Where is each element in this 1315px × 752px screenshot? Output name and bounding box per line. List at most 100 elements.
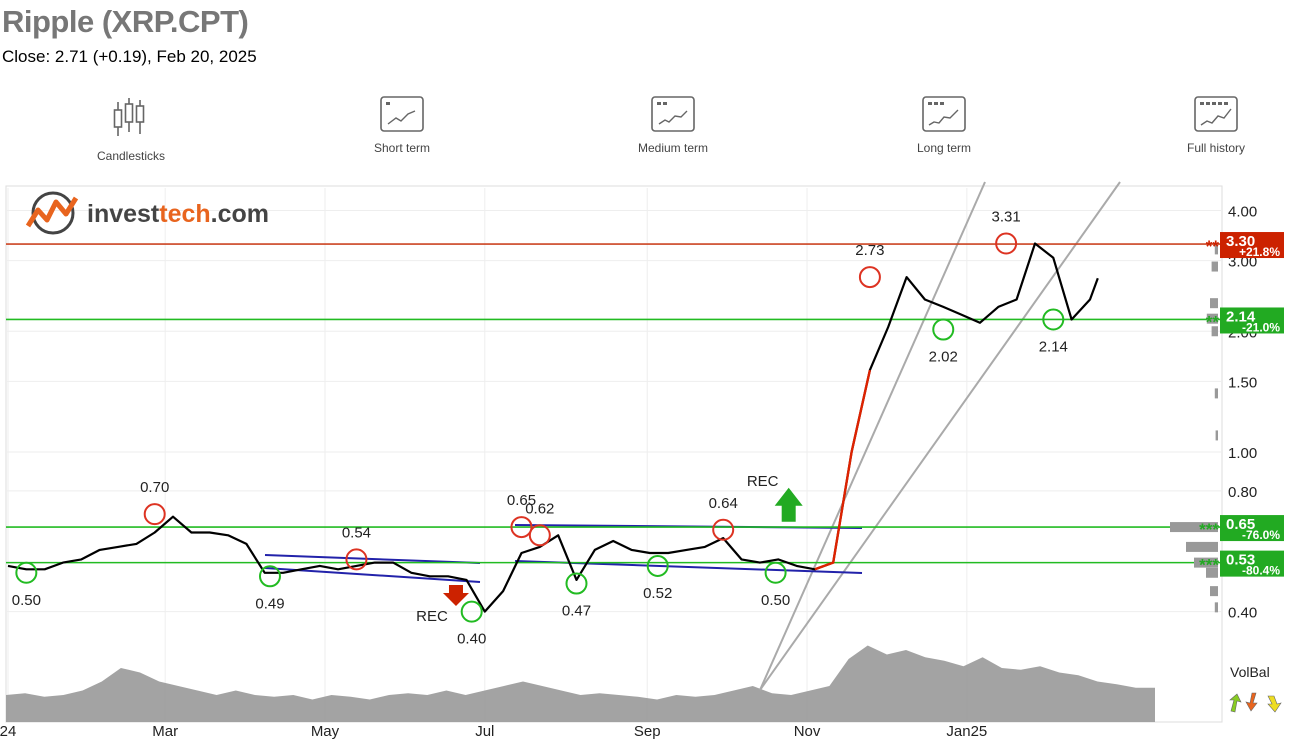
volume-fill [6, 645, 1155, 722]
full-history-button[interactable]: Full history [1146, 96, 1286, 155]
medium-term-chart-icon [651, 96, 695, 132]
buy-signal-arrow-icon [774, 487, 803, 522]
level-tag [1220, 307, 1284, 334]
sell-signal-label: REC [416, 608, 448, 625]
short-term-label: Short term [373, 141, 430, 155]
volume-profile-bar [1170, 522, 1218, 533]
volume-area [6, 645, 1155, 722]
high-low-markers: 0.70 0.54 0.650.62 0.64 2.73 3.31 0.50 0.49 0.40… [12, 209, 1068, 648]
high-label: 0.62 [525, 500, 554, 517]
high-marker [995, 232, 1018, 255]
price-rally-segment [814, 369, 872, 571]
x-tick-label: 24 [0, 723, 16, 740]
level-tag [1220, 515, 1284, 542]
high-label: 0.54 [342, 524, 371, 541]
grid-lines [6, 188, 1222, 720]
volume-profile-bar [1214, 244, 1218, 255]
level-stars: ** [1206, 237, 1220, 256]
volume-profile-bar [1186, 541, 1218, 552]
level-pct-label: +21.8% [1239, 245, 1280, 259]
volume-profile-bar [1210, 298, 1218, 309]
volbal-arrow-icons [1229, 692, 1282, 713]
high-marker [345, 548, 368, 571]
high-marker [528, 524, 551, 547]
level-value-label: 3.30 [1226, 233, 1255, 250]
y-tick-label: 4.00 [1228, 204, 1257, 221]
long-term-label: Long term [916, 141, 972, 155]
level-pct-label: -76.0% [1242, 528, 1280, 542]
candlesticks-button[interactable]: Candlesticks [61, 96, 201, 163]
volume-profile-bar [1211, 326, 1218, 337]
low-label: 0.52 [643, 585, 672, 602]
medium-term-button[interactable]: Medium term [603, 96, 743, 155]
volbal-up-arrow-icon [1229, 693, 1242, 713]
level-stars: ** [1206, 312, 1220, 331]
low-marker [764, 561, 787, 584]
long-term-button[interactable]: Long term [874, 96, 1014, 155]
low-label: 0.50 [12, 592, 41, 609]
x-tick-label: Jul [475, 723, 494, 740]
volume-profile-bar [1211, 261, 1218, 272]
plot-area [5, 185, 1223, 723]
close-price-subtitle: Close: 2.71 (+0.19), Feb 20, 2025 [2, 47, 257, 66]
low-marker [565, 572, 588, 595]
low-marker [1042, 308, 1065, 331]
price-chart[interactable]: 0.70 0.54 0.650.62 0.64 2.73 3.31 0.50 0.49 0.40… [0, 180, 1315, 752]
sell-signal-arrow-icon [442, 585, 469, 607]
volume-profile-bar [1206, 313, 1218, 324]
x-tick-label: Mar [152, 723, 178, 740]
short-term-chart-icon [380, 96, 424, 132]
logo-text-invest: invest [87, 200, 160, 228]
volbal-neutral-arrow-icon [1267, 695, 1282, 713]
volume-profile-bar [1215, 430, 1218, 441]
logo-text-tech: tech [159, 200, 210, 228]
level-value-label: 2.14 [1226, 308, 1256, 325]
level-value-label: 0.53 [1226, 552, 1255, 569]
y-tick-label: 1.50 [1228, 374, 1257, 391]
medium-term-label: Medium term [637, 141, 708, 155]
x-tick-label: Nov [794, 723, 821, 740]
logo-text: investtech.com [87, 200, 269, 228]
channel-upper-line [759, 181, 986, 691]
high-marker [712, 518, 735, 541]
volume-profile-bar [1214, 388, 1218, 399]
short-term-button[interactable]: Short term [332, 96, 472, 155]
level-pct-label: -80.4% [1242, 564, 1280, 578]
high-label: 0.64 [709, 495, 738, 512]
high-marker [858, 266, 881, 289]
volume-profile-bar [1210, 586, 1218, 597]
trend-channel [759, 181, 1121, 691]
level-stars: *** [1199, 520, 1219, 539]
page-title: Ripple (XRP.CPT) [2, 4, 249, 39]
low-label: 0.47 [562, 603, 591, 620]
low-marker [646, 554, 669, 577]
low-label: 0.40 [457, 631, 486, 648]
candlesticks-label: Candlesticks [96, 149, 166, 163]
x-tick-label: Sep [634, 723, 661, 740]
high-label: 2.73 [855, 242, 884, 259]
high-marker [510, 516, 533, 539]
long-term-chart-icon [922, 96, 966, 132]
buy-signal-label: REC [747, 473, 779, 490]
low-label: 2.14 [1039, 338, 1068, 355]
down-trend-upper-line [264, 554, 481, 564]
volume-profile-bar [1214, 602, 1218, 613]
high-label: 0.70 [140, 479, 169, 496]
support-resistance-lines [6, 243, 1222, 564]
logo-icon [25, 191, 79, 235]
y-tick-label: 1.00 [1228, 445, 1257, 462]
low-label: 0.49 [255, 595, 284, 612]
channel-lower-line [759, 181, 1121, 691]
volume-profile-bar [1194, 557, 1218, 568]
full-history-label: Full history [1186, 141, 1245, 155]
level-tag [1220, 550, 1284, 577]
high-label: 3.31 [992, 209, 1021, 226]
volbal-down-arrow-icon [1245, 692, 1258, 712]
low-marker [258, 565, 281, 588]
low-marker [932, 318, 955, 341]
volume-profile [1170, 244, 1218, 613]
full-history-chart-icon [1194, 96, 1238, 132]
high-label: 0.65 [507, 492, 536, 509]
low-label: 0.50 [761, 592, 790, 609]
investtech-logo: investtech.com [25, 191, 269, 235]
